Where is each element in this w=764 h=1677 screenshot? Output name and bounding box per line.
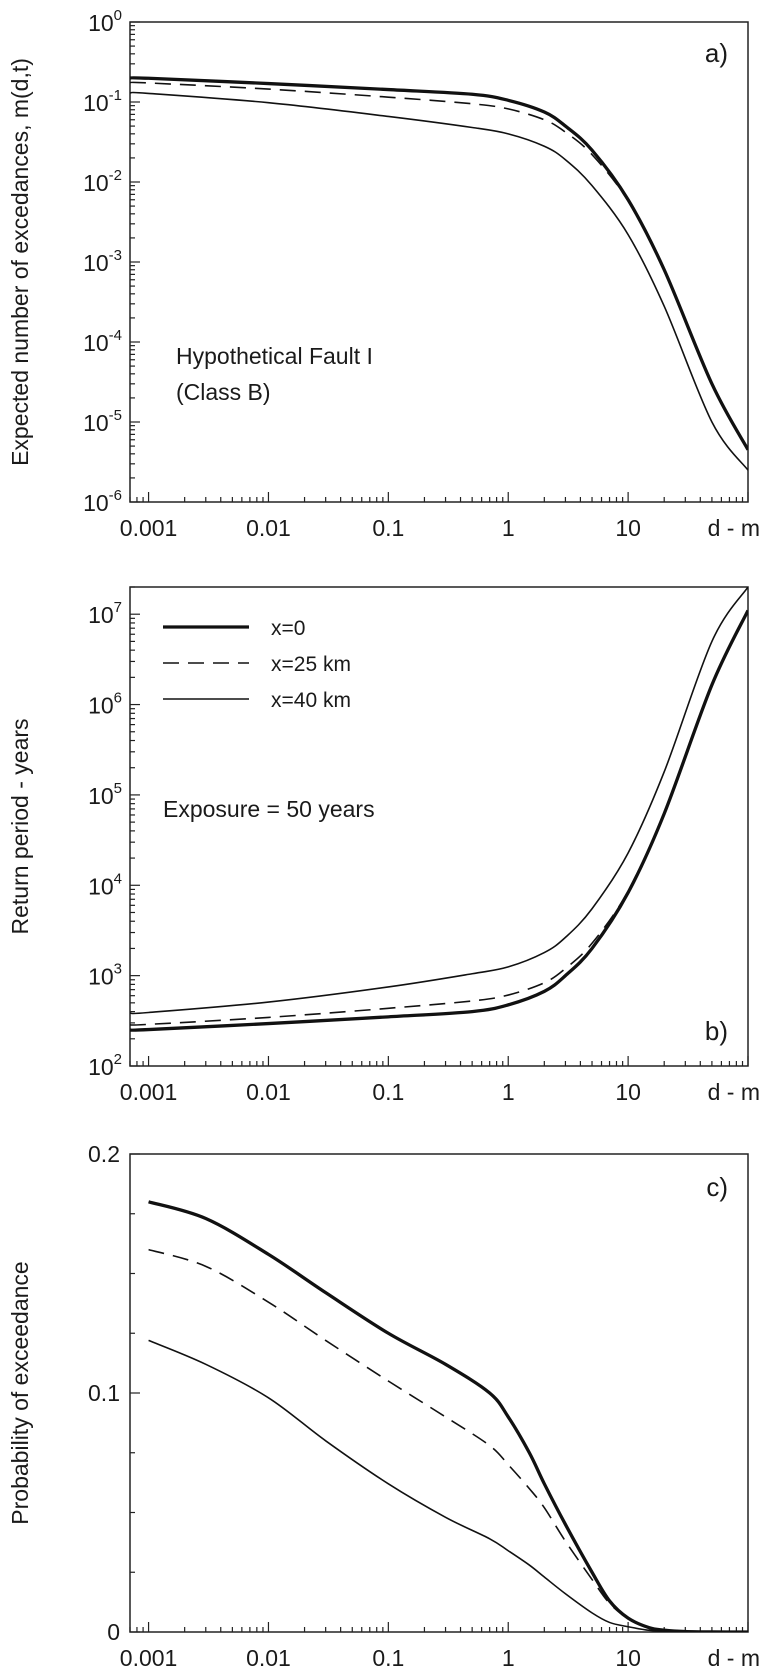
panel-a: 0.001 0.01 0.1 1 10 d - m 100 10-1 10-2 10-3 10-4 1… [7,7,760,541]
legend: x=0 x=25 km x=40 km [163,617,351,712]
y-tick-label: 0.2 [88,1141,120,1167]
panel-tag: b) [705,1016,728,1046]
y-tick-label: 0.1 [88,1380,120,1406]
x-axis-ticks [129,1056,749,1066]
y-tick-label: 10-1 [83,87,122,116]
x-tick-label: 10 [615,1079,641,1105]
y-tick-label: 102 [88,1051,122,1080]
annotation-text: (Class B) [176,379,271,405]
x-axis-unit-label: d - m [708,1079,760,1105]
y-tick-label: 10-5 [83,407,122,436]
series-line-dashed [130,81,748,451]
series-line-thick [148,1200,748,1632]
x-tick-label: 0.1 [372,1645,404,1671]
series-line-dashed [148,1248,748,1632]
annotation-text: Hypothetical Fault I [176,343,373,369]
y-tick-label: 103 [88,961,122,990]
y-tick-label: 10-4 [83,327,122,356]
series-group [148,1200,748,1632]
x-tick-label: 1 [502,1079,515,1105]
panel-b: 0.001 0.01 0.1 1 10 d - m 107 106 105 104 103 102 Re… [7,586,760,1105]
y-axis-label: Probability of exceedance [7,1261,33,1524]
x-tick-label: 1 [502,1645,515,1671]
y-tick-label: 104 [88,870,122,899]
y-axis-label: Expected number of excedances, m(d,t) [7,58,33,466]
y-tick-label: 107 [88,599,122,628]
legend-label: x=40 km [271,689,351,712]
panel-tag: a) [705,38,728,68]
x-tick-label: 0.01 [246,515,291,541]
x-tick-label: 1 [502,515,515,541]
x-axis-unit-label: d - m [708,1645,760,1671]
y-axis-ticks [130,21,140,503]
y-tick-label: 106 [88,690,122,719]
x-tick-label: 10 [615,515,641,541]
series-line-thin [130,587,748,1015]
x-tick-label: 0.1 [372,515,404,541]
series-line-thin [148,1339,748,1632]
y-tick-label: 105 [88,780,122,809]
series-line-thin [130,91,748,471]
y-axis-label: Return period - years [7,718,33,934]
y-tick-label: 10-6 [83,487,122,516]
y-tick-label: 10-2 [83,167,122,196]
legend-label: x=25 km [271,653,351,676]
x-tick-label: 0.1 [372,1079,404,1105]
plot-frame [129,586,749,1067]
legend-label: x=0 [271,617,305,640]
y-tick-label: 100 [88,7,122,36]
x-tick-label: 0.01 [246,1645,291,1671]
panel-tag: c) [706,1172,728,1202]
x-tick-label: 0.001 [120,515,178,541]
x-tick-label: 10 [615,1645,641,1671]
x-tick-label: 0.001 [120,1645,178,1671]
series-group [130,587,748,1032]
x-axis-ticks [129,492,749,502]
x-tick-label: 0.01 [246,1079,291,1105]
series-line-dashed [130,610,748,1026]
panel-c: 0.001 0.01 0.1 1 10 d - m 0.2 0.1 0 Probability o… [7,1141,760,1671]
x-axis-unit-label: d - m [708,515,760,541]
x-tick-label: 0.001 [120,1079,178,1105]
series-group [130,76,748,471]
y-axis-ticks [130,586,140,1067]
plot-frame [129,21,749,503]
y-axis-ticks [130,1153,140,1633]
annotation-text: Exposure = 50 years [163,796,375,822]
y-tick-label: 0 [107,1619,120,1645]
y-tick-label: 10-3 [83,247,122,276]
